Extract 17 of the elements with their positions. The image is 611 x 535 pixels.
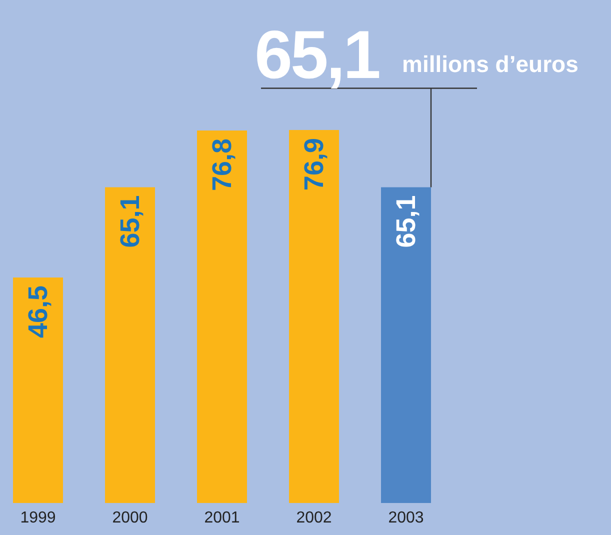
data-label: 46,5	[23, 285, 53, 338]
annotation: 65,1	[254, 17, 380, 94]
x-tick-label: 2000	[112, 509, 148, 526]
x-tick-label: 2002	[296, 509, 332, 526]
x-tick-label: 2001	[204, 509, 240, 526]
x-tick-label: 2003	[388, 509, 424, 526]
bar	[197, 130, 247, 503]
data-label: 65,1	[115, 195, 145, 248]
bar	[13, 277, 63, 503]
bar	[289, 130, 339, 503]
x-tick-label: 1999	[20, 509, 56, 526]
data-label: 65,1	[391, 195, 421, 248]
bar	[105, 187, 155, 503]
data-label: 76,8	[207, 138, 237, 192]
data-label: 76,9	[299, 138, 329, 191]
text: millions d’euros	[402, 51, 578, 78]
bar	[381, 187, 431, 503]
